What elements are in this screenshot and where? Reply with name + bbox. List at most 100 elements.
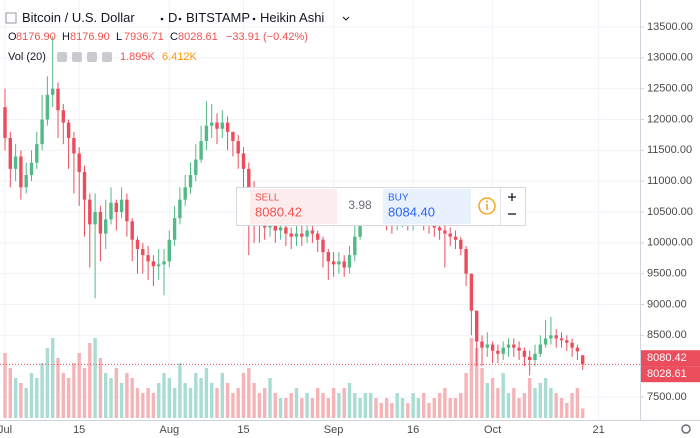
chart-style[interactable]: Heikin Ashi xyxy=(260,10,324,25)
candle-body xyxy=(347,255,352,268)
volume-bar xyxy=(273,393,277,418)
y-tick-label: 10500.00 xyxy=(647,206,693,218)
candle-body xyxy=(326,252,330,262)
x-tick-label: 15 xyxy=(237,424,249,436)
volume-bar xyxy=(82,368,87,418)
candle-body xyxy=(575,347,580,352)
candle-body xyxy=(93,212,97,225)
candle-body xyxy=(61,110,65,123)
ohlc-key: O xyxy=(8,31,17,43)
candle-body xyxy=(141,249,145,256)
volume-bar xyxy=(475,348,479,418)
settings-icon[interactable] xyxy=(681,424,691,434)
collapse-icon[interactable] xyxy=(5,12,17,24)
volume-bar xyxy=(549,388,553,418)
y-tick-label: 9500.00 xyxy=(647,268,687,280)
candle-body xyxy=(157,264,161,267)
volume-bar xyxy=(384,398,389,418)
candle-body xyxy=(8,138,12,169)
candle-body xyxy=(210,122,214,126)
separator xyxy=(178,17,182,21)
volume-bar xyxy=(151,393,156,418)
volume-bar xyxy=(56,358,60,418)
candle-body xyxy=(236,141,240,154)
volume-bar xyxy=(294,388,299,418)
candle-body xyxy=(35,144,39,163)
candle-body xyxy=(98,212,103,234)
candle-body xyxy=(437,227,442,231)
candle-body xyxy=(448,233,452,237)
volume-bar xyxy=(210,383,214,418)
volume-bar xyxy=(104,373,108,418)
candle-body xyxy=(538,344,542,354)
volume-bar xyxy=(45,348,50,418)
volume-bar xyxy=(437,393,442,418)
symbol-title[interactable]: Bitcoin / U.S. Dollar xyxy=(22,10,135,25)
candle-body xyxy=(51,88,55,95)
volume-bar xyxy=(305,393,309,418)
candle-body xyxy=(172,218,177,240)
volume-bar xyxy=(125,373,129,418)
volume-bar xyxy=(427,403,431,418)
volume-value: 1.895K xyxy=(120,51,156,63)
volume-bar xyxy=(93,338,97,418)
info-icon[interactable] xyxy=(478,197,496,215)
price-label: 8028.61 xyxy=(647,368,687,380)
sell-button[interactable] xyxy=(250,189,337,224)
volume-bar xyxy=(374,398,378,418)
volume-icons[interactable] xyxy=(57,52,112,62)
candle-body xyxy=(167,239,171,262)
volume-bar xyxy=(390,403,394,418)
volume-average: 6.412K xyxy=(162,51,198,63)
volume-bar xyxy=(490,378,495,418)
volume-bar xyxy=(61,373,65,418)
volume-bar xyxy=(581,408,585,418)
candle-body xyxy=(66,122,71,139)
y-tick-label: 13500.00 xyxy=(647,21,693,33)
candle-body xyxy=(19,156,23,188)
volume-bar xyxy=(199,378,203,418)
candle-body xyxy=(581,355,585,365)
volume-bar xyxy=(485,383,489,418)
volume-bar xyxy=(369,393,373,418)
volume-bar xyxy=(342,388,346,418)
ohlc-value: 8176.90 xyxy=(16,31,56,43)
candle-body xyxy=(29,162,34,176)
chevron[interactable] xyxy=(342,16,350,21)
candle-layer xyxy=(0,36,640,376)
volume-bar xyxy=(66,378,71,418)
candle-body xyxy=(300,233,304,237)
candle-body xyxy=(178,199,182,219)
volume-bar xyxy=(194,373,198,418)
volume-bar xyxy=(13,378,18,418)
volume-bar xyxy=(257,393,262,418)
volume-bar xyxy=(119,383,124,418)
volume-bar xyxy=(538,383,542,418)
buy-button[interactable] xyxy=(383,189,471,224)
volume-bar xyxy=(109,378,113,418)
volume-bar xyxy=(51,338,55,418)
interval[interactable]: D xyxy=(168,10,177,25)
volume-bar xyxy=(215,388,219,418)
volume-bar xyxy=(533,388,537,418)
candle-body xyxy=(294,233,299,237)
x-tick-label: Jul xyxy=(0,424,12,436)
candle-body xyxy=(342,261,346,268)
ohlc-value: 7936.71 xyxy=(124,31,164,43)
x-tick-label: Oct xyxy=(484,424,501,436)
volume-bar xyxy=(358,398,362,418)
volume-bar xyxy=(167,378,171,418)
volume-bar xyxy=(443,388,447,418)
volume-legend: Vol (20) 1.895K 6.412K xyxy=(8,51,198,63)
candle-body xyxy=(480,341,484,348)
candle-body xyxy=(559,338,564,341)
zoom-in[interactable] xyxy=(508,193,516,201)
volume-bar xyxy=(565,403,569,418)
candle-body xyxy=(88,199,92,225)
candle-body xyxy=(273,224,277,231)
price-label-box xyxy=(641,350,700,367)
candle-body xyxy=(204,125,209,142)
y-tick-label: 11000.00 xyxy=(647,175,692,187)
volume-bar xyxy=(225,383,230,418)
candle-body xyxy=(162,261,166,265)
